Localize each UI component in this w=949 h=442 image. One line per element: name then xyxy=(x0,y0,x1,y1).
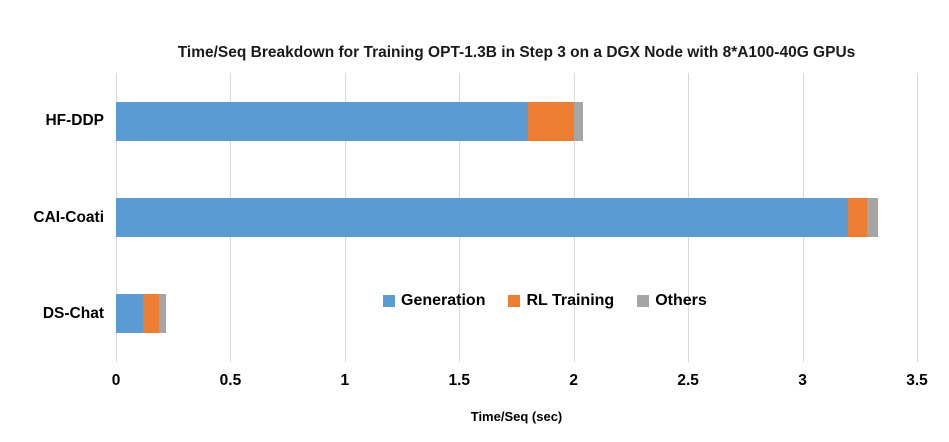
legend-item-generation: Generation xyxy=(383,292,485,310)
legend-label: Generation xyxy=(401,292,486,309)
legend: Generation RL Training Others xyxy=(383,292,707,310)
xtick-label-3.5: 3.5 xyxy=(906,372,928,389)
xtick-label-1: 1 xyxy=(340,372,350,389)
bar-segment-ds-chat-others xyxy=(159,294,167,334)
xtick-label-2: 2 xyxy=(569,372,579,389)
category-label-hf-ddp: HF-DDP xyxy=(45,112,104,130)
bar-segment-hf-ddp-others xyxy=(573,101,583,141)
legend-item-others: Others xyxy=(637,292,707,310)
bar-segment-cai-coati-rl-training xyxy=(848,198,867,237)
bar-segment-cai-coati-others xyxy=(866,198,879,237)
xtick-label-2.5: 2.5 xyxy=(677,372,699,389)
xtick-label-1.5: 1.5 xyxy=(448,372,471,389)
bar-row-ds-chat xyxy=(116,294,917,334)
xtick-label-0.5: 0.5 xyxy=(219,372,242,389)
legend-swatch-icon-rl-training xyxy=(508,295,521,307)
bar-segment-cai-coati-generation xyxy=(116,198,849,237)
x-axis-label: Time/Seq (sec) xyxy=(470,409,563,424)
bar-segment-ds-chat-rl-training xyxy=(143,294,160,334)
legend-swatch-icon-others xyxy=(637,295,650,307)
category-label-ds-chat: DS-Chat xyxy=(42,304,104,322)
xtick-label-0: 0 xyxy=(111,372,121,389)
plot-area: Generation RL Training Others xyxy=(116,73,918,362)
bar-row-hf-ddp xyxy=(116,101,917,141)
bar-segment-ds-chat-generation xyxy=(116,294,144,334)
bar-row-cai-coati xyxy=(116,198,917,237)
category-label-cai-coati: CAI-Coati xyxy=(33,208,104,226)
legend-label: Others xyxy=(655,292,707,309)
xtick-label-3: 3 xyxy=(798,372,807,389)
bar-segment-hf-ddp-generation xyxy=(116,101,528,141)
gridline-x-3.5 xyxy=(917,73,918,362)
chart-title: Time/Seq Breakdown for Training OPT-1.3B… xyxy=(177,44,856,61)
bar-segment-hf-ddp-rl-training xyxy=(527,101,574,141)
legend-swatch-icon-generation xyxy=(383,295,395,307)
legend-item-rl-training: RL Training xyxy=(508,292,614,310)
legend-label: RL Training xyxy=(526,292,615,309)
